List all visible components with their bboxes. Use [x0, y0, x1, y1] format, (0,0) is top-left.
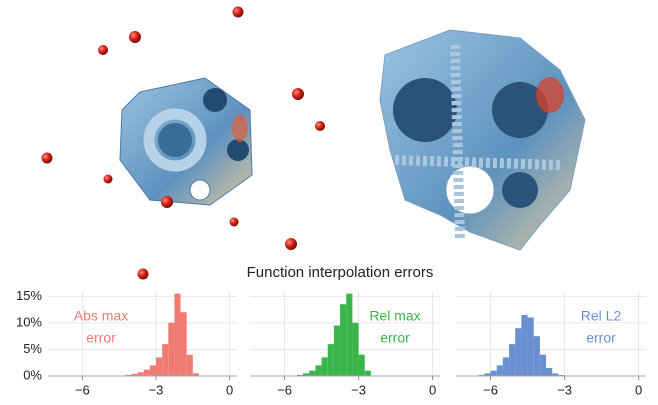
annotation: error: [586, 330, 616, 346]
annotation: Rel max: [369, 308, 420, 324]
x-tick-label: −3: [557, 382, 572, 397]
render-right: [379, 29, 586, 251]
bar: [539, 354, 547, 376]
bar: [527, 317, 534, 376]
y-tick-label: 0%: [23, 367, 42, 382]
bar: [484, 373, 491, 376]
bar: [168, 322, 175, 376]
bar: [315, 365, 322, 376]
bar: [137, 372, 144, 376]
bar: [125, 374, 132, 376]
bar: [515, 328, 522, 376]
x-tick-label: −6: [75, 382, 90, 397]
annotation: error: [86, 330, 116, 346]
bar: [174, 293, 181, 376]
bar: [192, 373, 199, 376]
bar: [346, 293, 353, 376]
bar: [509, 344, 516, 376]
bar: [131, 373, 138, 376]
bar: [162, 344, 169, 376]
figure-title: Function interpolation errors: [247, 264, 434, 281]
annotation: error: [380, 330, 410, 346]
annotation: Abs max: [74, 308, 128, 324]
bar: [552, 373, 559, 376]
bar: [156, 357, 163, 376]
y-tick-label: 15%: [16, 288, 42, 303]
bar: [303, 373, 310, 376]
bar: [333, 325, 341, 376]
bar: [490, 370, 497, 376]
spheres: [41, 6, 325, 280]
bar: [327, 344, 334, 376]
x-tick-label: −6: [277, 382, 292, 397]
x-tick-label: 0: [429, 382, 436, 397]
bar: [296, 374, 304, 376]
bar: [502, 357, 510, 376]
bar: [309, 370, 316, 376]
bar: [340, 304, 347, 376]
x-tick-label: −3: [351, 382, 366, 397]
y-tick-label: 5%: [23, 341, 42, 356]
bar: [558, 374, 565, 376]
render-left: [119, 77, 253, 206]
bar: [321, 357, 328, 376]
bar: [143, 369, 150, 376]
x-tick-label: 0: [635, 382, 642, 397]
bar: [352, 322, 359, 376]
bar: [180, 312, 187, 376]
bar: [478, 374, 485, 376]
bar: [364, 370, 371, 376]
annotation: Rel L2: [581, 308, 622, 324]
bar: [358, 354, 365, 376]
x-tick-label: −6: [483, 382, 498, 397]
bar: [149, 365, 156, 376]
bar: [496, 365, 503, 376]
y-tick-label: 10%: [16, 314, 42, 329]
bar: [533, 336, 540, 376]
x-tick-label: 0: [226, 382, 233, 397]
bar: [521, 314, 528, 376]
x-tick-label: −3: [149, 382, 164, 397]
bar: [186, 354, 193, 376]
bar: [546, 368, 553, 376]
